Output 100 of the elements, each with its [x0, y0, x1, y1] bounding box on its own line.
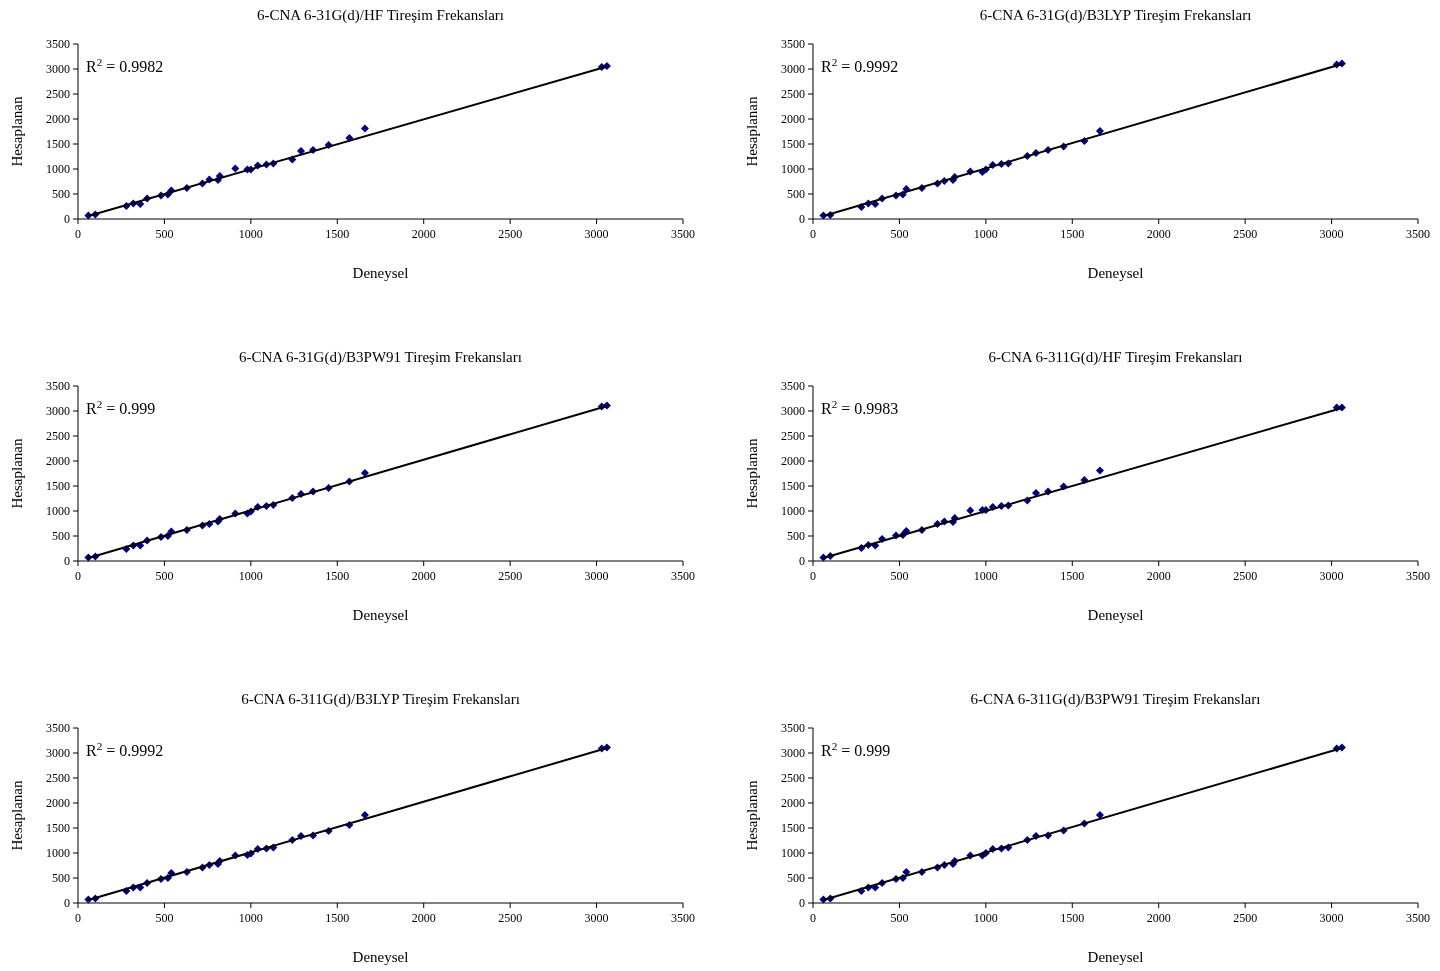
x-tick-label: 3000	[1319, 911, 1344, 925]
x-tick-label: 2500	[498, 911, 523, 925]
y-tick-label: 3000	[781, 62, 805, 77]
x-tick-label: 0	[810, 227, 816, 241]
x-tick-label: 0	[810, 569, 816, 583]
x-tick-label: 3500	[1406, 911, 1430, 925]
y-tick-label: 3000	[46, 404, 70, 419]
y-tick-label: 1000	[46, 162, 70, 177]
point	[231, 164, 240, 173]
y-tick-label: 500	[52, 871, 70, 886]
y-tick-label: 3500	[46, 721, 70, 736]
annotation: R$^{2}$ = 0.999	[821, 740, 891, 759]
y-tick-label: 1500	[46, 821, 70, 836]
point	[1095, 127, 1104, 135]
annotation: R$^{2}$ = 0.999	[86, 398, 156, 417]
y-tick-label: 1000	[46, 846, 70, 861]
y-tick-label: 2500	[781, 87, 805, 102]
x-axis-title: Deneysel	[1087, 949, 1144, 965]
x-tick-label: 1000	[238, 911, 263, 925]
y-tick-label: 3500	[781, 37, 805, 52]
x-tick-label: 0	[75, 911, 81, 925]
x-tick-label: 1000	[973, 227, 998, 241]
annotation: R$^{2}$ = 0.9983	[821, 398, 899, 417]
point	[902, 868, 911, 876]
x-tick-label: 2000	[411, 227, 436, 241]
y-tick-label: 2500	[46, 429, 70, 444]
x-axis-title: Deneysel	[1087, 265, 1144, 281]
x-tick-label: 500	[890, 569, 909, 583]
y-tick-label: 1000	[781, 162, 805, 177]
x-tick-label: 500	[155, 911, 174, 925]
y-tick-label: 500	[787, 187, 805, 202]
y-tick-label: 0	[799, 896, 805, 911]
y-tick-label: 3500	[781, 721, 805, 736]
x-tick-label: 3000	[1319, 227, 1344, 241]
x-tick-label: 2000	[1146, 911, 1171, 925]
x-tick-label: 3500	[1406, 569, 1430, 583]
x-tick-label: 1000	[238, 227, 263, 241]
y-axis-title: Hesaplanan	[9, 96, 25, 167]
y-tick-label: 2000	[781, 454, 805, 469]
y-tick-label: 3000	[781, 404, 805, 419]
y-axis-title: Hesaplanan	[744, 438, 760, 509]
y-tick-label: 0	[64, 212, 70, 227]
x-tick-label: 500	[155, 569, 174, 583]
x-axis-title: Deneysel	[352, 265, 409, 281]
x-tick-label: 3500	[671, 569, 695, 583]
point	[1095, 811, 1104, 819]
x-tick-label: 1500	[325, 569, 350, 583]
y-axis-title: Hesaplanan	[744, 780, 760, 851]
x-tick-label: 1500	[325, 911, 350, 925]
x-tick-label: 1500	[325, 227, 350, 241]
x-tick-label: 3000	[1319, 569, 1344, 583]
x-tick-label: 2000	[1146, 227, 1171, 241]
x-tick-label: 0	[810, 911, 816, 925]
point	[1095, 466, 1104, 475]
y-axis-title: Hesaplanan	[9, 780, 25, 851]
x-tick-label: 1000	[973, 911, 998, 925]
y-tick-label: 2500	[46, 771, 70, 786]
y-tick-label: 1500	[781, 821, 805, 836]
x-tick-label: 500	[890, 227, 909, 241]
x-tick-label: 2500	[498, 569, 523, 583]
point	[1031, 489, 1040, 497]
y-tick-label: 3500	[46, 379, 70, 394]
y-tick-label: 3500	[781, 379, 805, 394]
y-tick-label: 0	[64, 554, 70, 569]
annotation: R$^{2}$ = 0.9992	[86, 740, 164, 759]
chart-title: 6-CNA 6-31G(d)/B3LYP Tireşim Frekansları	[979, 7, 1252, 24]
x-tick-label: 3500	[671, 227, 695, 241]
x-axis-title: Deneysel	[352, 949, 409, 965]
x-tick-label: 0	[75, 569, 81, 583]
y-tick-label: 3500	[46, 37, 70, 52]
annotation: R$^{2}$ = 0.9992	[821, 56, 899, 75]
y-tick-label: 2500	[46, 87, 70, 102]
y-tick-label: 2000	[781, 796, 805, 811]
y-tick-label: 1500	[46, 137, 70, 152]
x-tick-label: 1500	[1060, 569, 1085, 583]
y-tick-label: 0	[64, 896, 70, 911]
y-tick-label: 0	[799, 554, 805, 569]
y-tick-label: 500	[52, 187, 70, 202]
y-tick-label: 1500	[46, 479, 70, 494]
x-tick-label: 2500	[1233, 911, 1258, 925]
x-tick-label: 500	[155, 227, 174, 241]
y-tick-label: 2500	[781, 771, 805, 786]
x-tick-label: 3500	[671, 911, 695, 925]
x-tick-label: 2500	[1233, 569, 1258, 583]
y-tick-label: 0	[799, 212, 805, 227]
x-tick-label: 2500	[1233, 227, 1258, 241]
y-tick-label: 2000	[46, 454, 70, 469]
y-tick-label: 1000	[46, 504, 70, 519]
point	[360, 811, 369, 819]
y-tick-label: 3000	[781, 746, 805, 761]
x-tick-label: 2000	[411, 569, 436, 583]
y-tick-label: 1500	[781, 137, 805, 152]
x-tick-label: 1500	[1060, 911, 1085, 925]
y-tick-label: 1000	[781, 504, 805, 519]
x-tick-label: 0	[75, 227, 81, 241]
point	[296, 147, 305, 155]
x-tick-label: 3000	[584, 569, 609, 583]
y-tick-label: 3000	[46, 746, 70, 761]
x-tick-label: 1000	[973, 569, 998, 583]
y-axis-title: Hesaplanan	[9, 438, 25, 509]
